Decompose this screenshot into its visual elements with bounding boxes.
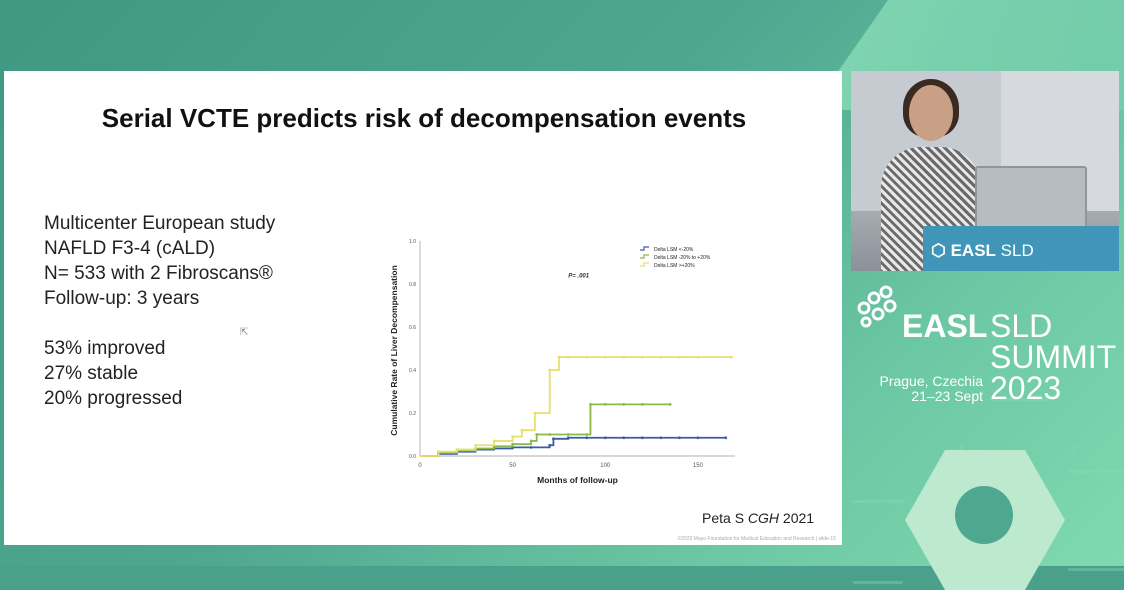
x-tick-label: 0 <box>418 463 422 469</box>
series-point <box>659 355 663 359</box>
brand-easl: EASL <box>902 308 988 344</box>
y-tick-label: 1.0 <box>409 239 416 245</box>
bullet-line: 53% improved <box>44 338 166 359</box>
series-point <box>566 436 570 440</box>
series-point <box>548 443 552 447</box>
series-point <box>640 436 644 440</box>
easl-logo-icon <box>857 285 897 328</box>
series-point <box>533 411 537 415</box>
series-point <box>640 355 644 359</box>
series-point <box>585 436 589 440</box>
series-point <box>455 448 459 451</box>
legend-swatch <box>640 254 649 259</box>
series-point <box>437 450 440 454</box>
brand-year: 2023 <box>990 370 1062 406</box>
series-point <box>622 403 626 406</box>
series-point <box>529 446 533 449</box>
series-point <box>552 437 555 441</box>
legend-swatch <box>640 262 649 267</box>
citation-author: Peta S <box>702 510 748 526</box>
brand-dates: 21–23 Sept <box>911 388 983 404</box>
p-value-annotation: P= .001 <box>568 274 590 280</box>
y-axis-label: Cumulative Rate of Liver Decompensation <box>389 265 399 436</box>
citation-journal: CGH <box>747 510 780 526</box>
y-tick-label: 0.8 <box>409 282 416 288</box>
speaker-video: ⬡ EASL SLD <box>851 71 1119 271</box>
slide-footer-note: ©2023 Mayo Foundation for Medical Educat… <box>677 536 836 542</box>
speaker-face <box>909 85 953 141</box>
series-point <box>640 403 644 406</box>
podium <box>923 226 1119 271</box>
legend-swatch <box>640 246 649 251</box>
slide-bullets: Multicenter European study NAFLD F3-4 (c… <box>44 211 275 411</box>
x-axis-label: Months of follow-up <box>537 475 618 485</box>
series-point <box>585 355 589 359</box>
series-line-3 <box>420 356 732 457</box>
x-tick-label: 50 <box>509 463 516 469</box>
decorative-hexagon-hole <box>955 486 1013 544</box>
series-point <box>492 439 496 443</box>
brand-sld: SLD <box>990 308 1053 344</box>
bullet-line: 27% stable <box>44 363 139 384</box>
series-point <box>603 355 607 359</box>
series-point <box>548 368 552 372</box>
x-tick-label: 100 <box>600 463 611 469</box>
brand-city: Prague, Czechia <box>879 373 983 389</box>
podium-logo: ⬡ EASL SLD <box>931 241 1034 260</box>
series-point <box>724 436 728 440</box>
series-line-1 <box>420 436 726 457</box>
laptop <box>975 166 1087 232</box>
series-point <box>696 355 700 359</box>
series-point <box>678 436 681 440</box>
series-point <box>474 443 477 447</box>
bullet-line: Multicenter European study <box>44 213 276 234</box>
series-point <box>668 403 672 406</box>
series-point <box>566 433 570 436</box>
y-tick-label: 0.2 <box>409 411 416 417</box>
series-point <box>520 428 524 432</box>
series-point <box>603 436 607 440</box>
series-point <box>659 436 663 440</box>
citation-year: 2021 <box>779 510 815 526</box>
bullet-line: 20% progressed <box>44 388 183 409</box>
legend-label: Delta LSM <-20% <box>654 247 694 253</box>
series-point <box>729 355 733 359</box>
series-point <box>589 403 592 406</box>
series-point <box>511 435 515 439</box>
series-point <box>622 355 626 359</box>
presentation-slide: Serial VCTE predicts risk of decompensat… <box>4 71 842 545</box>
kaplan-meier-chart: 0.0 0.2 0.4 0.6 0.8 1.0 0 50 100 150 Months of fol… <box>389 239 735 485</box>
brand-summit: SUMMIT <box>990 339 1117 375</box>
mouse-cursor-icon: ⇱ <box>240 327 249 338</box>
series-point <box>603 403 607 406</box>
legend-label: Delta LSM -20% to +20% <box>654 255 711 261</box>
series-point <box>557 355 561 359</box>
series-point <box>529 439 533 443</box>
series-point <box>585 433 589 436</box>
x-tick-label: 150 <box>693 463 704 469</box>
series-point <box>622 436 626 440</box>
slide-title: Serial VCTE predicts risk of decompensat… <box>101 103 747 133</box>
y-tick-label: 0.4 <box>409 368 416 374</box>
series-point <box>566 355 570 359</box>
slide-citation: Peta S CGH 2021 <box>702 510 814 526</box>
series-point <box>696 436 700 440</box>
bullet-line: N= 533 with 2 Fibroscans® <box>44 263 273 284</box>
y-tick-label: 0.6 <box>409 325 416 331</box>
y-tick-label: 0.0 <box>409 454 416 460</box>
series-point <box>535 433 539 436</box>
bullet-line: Follow-up: 3 years <box>44 288 200 309</box>
bullet-line: NAFLD F3-4 (cALD) <box>44 238 216 259</box>
series-point <box>511 442 515 446</box>
series-point <box>678 355 681 359</box>
legend-label: Delta LSM >+20% <box>654 263 695 269</box>
series-point <box>548 433 552 436</box>
